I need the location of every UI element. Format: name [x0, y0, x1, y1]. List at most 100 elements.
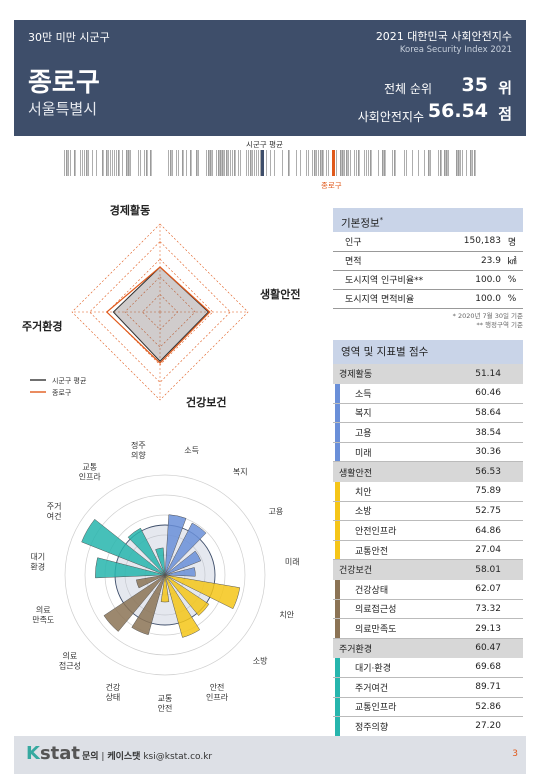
barcode-tick: [336, 150, 337, 176]
score-label: 주거여건: [333, 677, 453, 698]
polar-bar: [160, 574, 170, 603]
polar-bar: [95, 557, 166, 579]
score-label: 소득: [333, 383, 453, 404]
info-unit: %: [501, 270, 523, 290]
polar-grid-ring: [84, 494, 246, 656]
score-indicator-row: 미래 30.36: [333, 442, 523, 463]
score-indicator-row: 건강상태 62.07: [333, 579, 523, 600]
barcode-tick: [266, 150, 267, 176]
rank-unit: 위: [498, 79, 512, 97]
basic-info-table: 인구 150,183 명 면적 23.9 ㎢ 도시지역 인구비율** 100.0% 도시지역 면…: [333, 232, 523, 309]
barcode-tick: [216, 150, 217, 176]
barcode-tick: [270, 150, 271, 176]
score-color-stripe: [335, 657, 340, 677]
polar-label: 소방: [253, 656, 268, 666]
polar-bar: [164, 550, 202, 576]
report-title: 2021 대한민국 사회안전지수: [375, 30, 512, 43]
score-color-stripe: [335, 501, 340, 521]
barcode-tick: [256, 150, 257, 176]
barcode-tick: [182, 150, 184, 176]
score-label: 치안: [333, 481, 453, 502]
barcode-tick: [474, 150, 476, 176]
barcode-tick: [96, 150, 97, 176]
barcode-tick: [364, 150, 365, 176]
barcode-tick: [106, 150, 108, 176]
info-label: 면적: [333, 251, 452, 271]
info-row: 인구 150,183 명: [333, 232, 523, 252]
barcode-tick: [122, 150, 123, 176]
polar-label: 소득: [184, 446, 199, 455]
polar-label: 의료 접근성: [59, 651, 81, 671]
score-label: 건강상태: [333, 579, 453, 600]
barcode-tick: [232, 150, 233, 176]
barcode-tick: [444, 150, 446, 176]
barcode-tick: [126, 150, 128, 176]
barcode-tick: [252, 150, 253, 176]
info-row: 도시지역 인구비율** 100.0%: [333, 270, 523, 290]
score-value: 60.46: [453, 383, 523, 404]
score-color-stripe: [335, 697, 340, 717]
barcode-tick: [316, 150, 317, 176]
score-label: 안전인프라: [333, 520, 453, 541]
polar-label: 치안: [279, 610, 294, 620]
score-indicator-row: 소방 52.75: [333, 501, 523, 522]
barcode-tick: [230, 150, 231, 176]
score-value: 52.75: [453, 501, 523, 522]
barcode-tick: [102, 150, 104, 176]
barcode-tick: [80, 150, 81, 176]
barcode-tick: [346, 150, 348, 176]
basic-info-panel: 기본정보* 인구 150,183 명 면적 23.9 ㎢ 도시지역 인구비율** 100.0%…: [333, 208, 523, 330]
barcode-tick: [64, 150, 65, 176]
radar-axis-label: 경제활동: [110, 203, 150, 217]
info-unit: ㎢: [501, 251, 523, 271]
score-value: 51.14: [453, 364, 523, 384]
barcode-tick: [394, 150, 396, 176]
polar-bar: [127, 527, 166, 576]
polar-grid-ring: [64, 474, 266, 676]
barcode-avg-label: 시군구 평균: [246, 140, 283, 149]
barcode-tick: [308, 150, 309, 176]
polar-label: 건강 상태: [106, 682, 121, 702]
radar-axis-label: 주거환경: [22, 319, 62, 333]
barcode-tick: [238, 150, 239, 176]
barcode-tick: [438, 150, 439, 176]
score-label: 의료접근성: [333, 599, 453, 620]
polar-bar: [164, 574, 241, 610]
barcode-tick: [340, 150, 342, 176]
score-label: 미래: [333, 442, 453, 463]
scores-table: 경제활동 51.14 소득 60.46 복지 58.64 고용 38.54 미래 30.36 생활안…: [333, 364, 523, 737]
score-color-stripe: [335, 619, 340, 638]
polar-bar: [164, 574, 201, 638]
barcode-tick: [472, 150, 473, 176]
barcode-tick: [172, 150, 173, 176]
barcode-tick: [288, 150, 290, 176]
polar-label: 교통 안전: [158, 694, 173, 713]
barcode-tick: [368, 150, 369, 176]
score-value: 60.47: [453, 638, 523, 658]
score-color-stripe: [335, 599, 340, 619]
barcode-tick: [130, 150, 131, 176]
page-number: 3: [512, 749, 518, 759]
barcode-tick: [66, 150, 68, 176]
score-indicator-row: 치안 75.89: [333, 481, 523, 502]
barcode-tick: [458, 150, 460, 176]
barcode-tick: [250, 150, 252, 176]
score-value: 69.68: [453, 657, 523, 678]
score-color-stripe: [335, 383, 340, 403]
score-indicator-row: 정주의향 27.20: [333, 716, 523, 737]
scores-panel: 영역 및 지표별 점수 경제활동 51.14 소득 60.46 복지 58.64 고용 38.…: [333, 340, 523, 737]
barcode-tick: [370, 150, 372, 176]
barcode-tick: [406, 150, 407, 176]
barcode-tick: [206, 150, 207, 176]
barcode-tick: [460, 150, 461, 176]
score-label: 생활안전: [333, 461, 453, 482]
barcode-tick: [456, 150, 458, 176]
score-value: 58.64: [453, 403, 523, 424]
score-value: 62.07: [453, 579, 523, 600]
polar-label: 정주 의향: [131, 440, 146, 460]
barcode-tick: [118, 150, 120, 176]
polar-label: 복지: [233, 467, 248, 476]
score-indicator-row: 주거여건 89.71: [333, 677, 523, 698]
barcode-tick: [348, 150, 349, 176]
